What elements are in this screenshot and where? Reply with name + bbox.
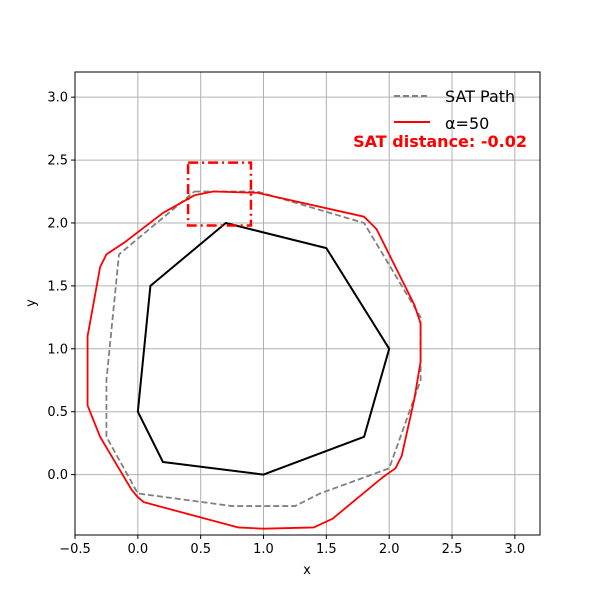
y-axis-label: y (24, 299, 39, 307)
x-tick-label: 1.0 (253, 542, 274, 557)
y-tick-label: 1.0 (47, 342, 68, 357)
ticks: −0.5 0.0 0.5 1.0 1.5 2.0 2.5 3.0 0.0 0.5 1.0 1.5 2.0… (47, 91, 525, 557)
obstacle-polygon (136, 221, 391, 476)
y-tick-label: 0.0 (47, 468, 68, 483)
x-tick-label: 2.5 (442, 542, 463, 557)
legend-label-sat-path: SAT Path (445, 87, 515, 106)
sat-path-line (105, 190, 422, 507)
x-tick-label: 0.0 (127, 542, 148, 557)
legend-label-alpha: α=50 (445, 114, 489, 133)
y-tick-label: 1.5 (47, 279, 68, 294)
y-tick-label: 2.5 (47, 154, 68, 169)
legend: SAT Path α=50 (394, 87, 515, 133)
x-tick-label: 1.5 (316, 542, 337, 557)
plot-area (86, 161, 422, 530)
highlight-box (186, 161, 253, 227)
grid (74, 72, 540, 535)
x-tick-label: 0.5 (190, 542, 211, 557)
x-tick-label: 2.0 (379, 542, 400, 557)
y-tick-label: 2.0 (47, 216, 68, 231)
y-tick-label: 0.5 (47, 405, 68, 420)
axes-frame (74, 71, 541, 536)
sat-distance-annotation: SAT distance: -0.02 (353, 132, 527, 151)
x-axis-label: x (303, 563, 311, 578)
x-tick-label: 3.0 (505, 542, 526, 557)
y-tick-label: 3.0 (47, 91, 68, 106)
alpha-boundary-line (86, 190, 422, 530)
x-tick-label: −0.5 (59, 542, 91, 557)
